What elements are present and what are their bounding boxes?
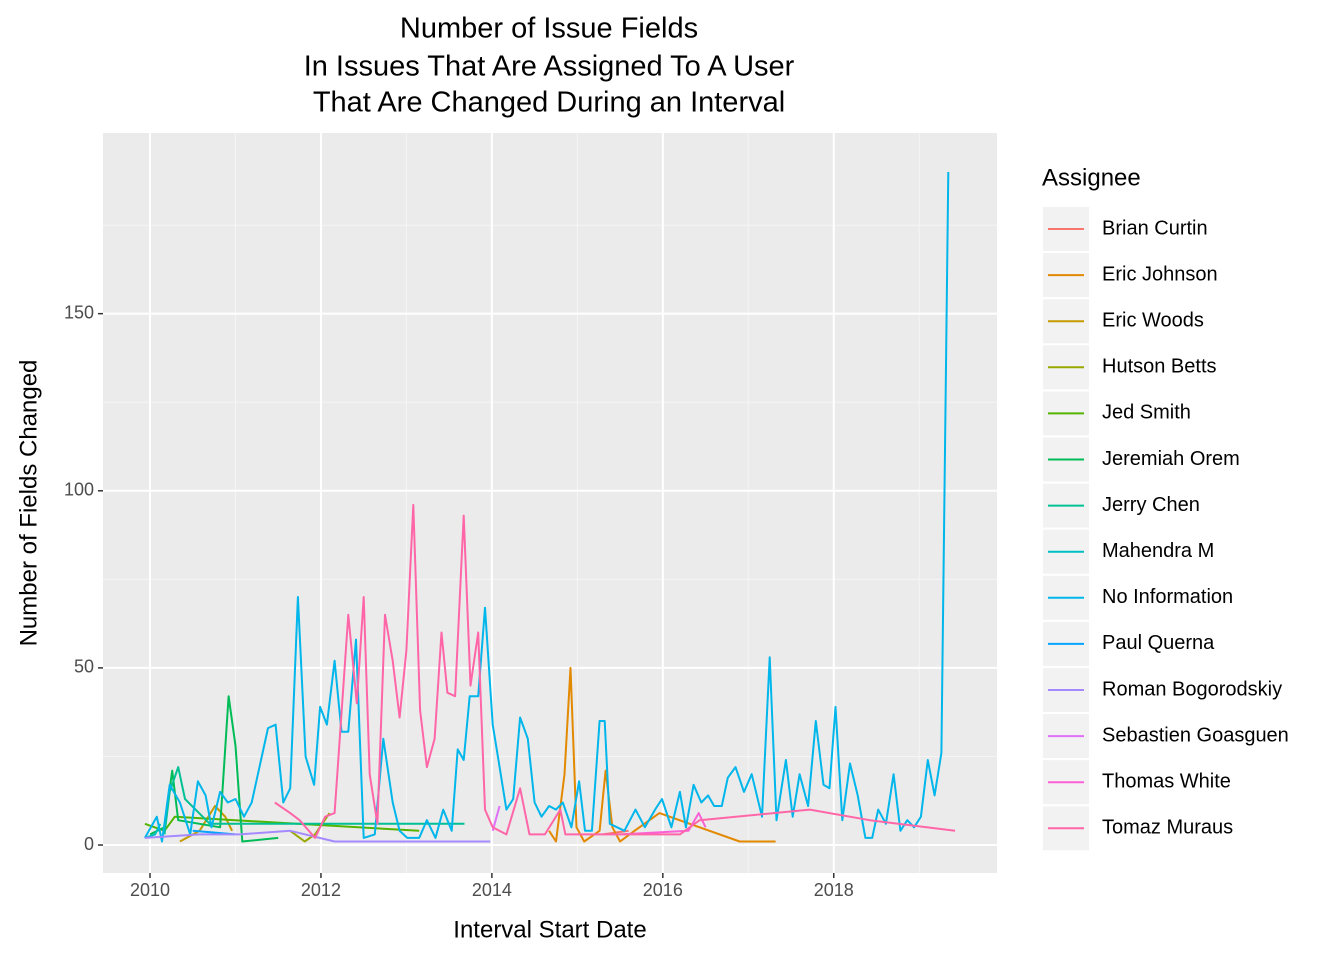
legend-label: Brian Curtin [1102, 217, 1208, 239]
x-axis-title: Interval Start Date [453, 916, 646, 943]
legend-label: Thomas White [1102, 770, 1231, 792]
grid [103, 133, 997, 873]
chart-title: Number of Issue Fields [400, 13, 698, 45]
legend-label: Eric Johnson [1102, 263, 1218, 285]
y-tick-label: 100 [64, 480, 94, 500]
series-line [144, 829, 491, 843]
legend-label: Hutson Betts [1102, 356, 1217, 378]
x-tick-label: 2014 [472, 880, 512, 900]
legend-label: Paul Querna [1102, 632, 1215, 654]
x-tick-label: 2018 [814, 880, 854, 900]
x-tick-label: 2016 [643, 880, 683, 900]
series-line [274, 503, 956, 839]
legend-label: Roman Bogorodskiy [1102, 678, 1282, 700]
legend-label: Jed Smith [1102, 402, 1191, 424]
legend-label: Mahendra M [1102, 540, 1214, 562]
series-line [163, 766, 465, 835]
legend-label: Jeremiah Orem [1102, 448, 1240, 470]
legend-label: Sebastien Goasguen [1102, 724, 1289, 746]
y-tick-label: 50 [74, 657, 94, 677]
x-tick-label: 2010 [130, 880, 170, 900]
legend-label: Eric Woods [1102, 309, 1204, 331]
legend-label: Jerry Chen [1102, 494, 1200, 516]
series-line [491, 805, 501, 832]
lines [144, 171, 956, 843]
y-tick-label: 150 [64, 302, 94, 322]
legend-label: Tomaz Muraus [1102, 817, 1233, 839]
legend-label: No Information [1102, 586, 1233, 608]
chart-title: That Are Changed During an Interval [313, 87, 785, 119]
chart-title: In Issues That Are Assigned To A User [304, 51, 795, 83]
axes: 0 50 100 150 2010 2012 2014 2016 2018 [64, 302, 854, 899]
y-tick-label: 0 [84, 834, 94, 854]
y-axis-title: Number of Fields Changed [15, 360, 42, 647]
plot-panel [103, 133, 997, 873]
series-line [144, 171, 950, 843]
legend: Brian Curtin Eric Johnson Eric Woods Hutson… [1043, 207, 1289, 851]
x-tick-label: 2012 [301, 880, 341, 900]
legend-title: Assignee [1042, 164, 1141, 191]
